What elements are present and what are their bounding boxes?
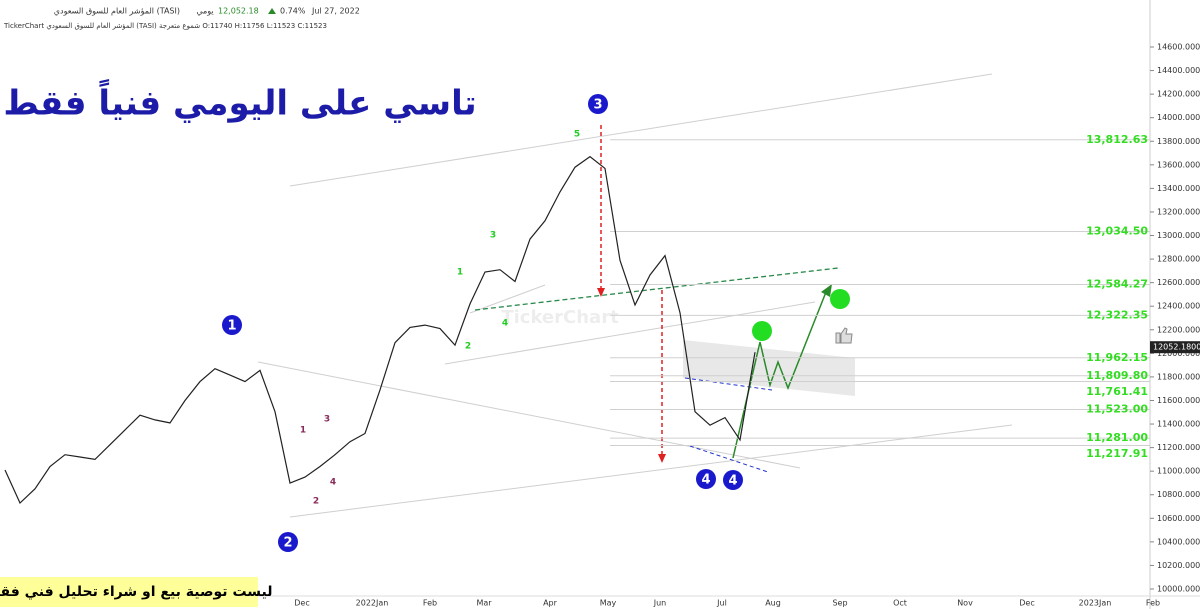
level-label: 12,584.27 xyxy=(1086,278,1148,291)
period: يومي xyxy=(196,7,213,16)
x-tick-label: 2023Jan xyxy=(1079,599,1112,608)
y-tick-label: 14000.0000 xyxy=(1157,113,1200,122)
y-tick-label: 12400.0000 xyxy=(1157,302,1200,311)
price: 12,052.18 xyxy=(218,7,259,16)
blue-dashed xyxy=(684,377,773,391)
x-tick-label: Feb xyxy=(1146,599,1160,608)
y-tick-label: 11400.0000 xyxy=(1157,420,1200,429)
disclaimer: ليست توصية بيع او شراء تحليل فني فقط xyxy=(0,584,272,600)
y-tick-label: 13600.0000 xyxy=(1157,160,1200,169)
wave-circle xyxy=(588,94,608,114)
wave-circle-label: 4 xyxy=(728,474,737,489)
red-arrowhead xyxy=(658,454,666,463)
ohlc-line: TickerChart المؤشر العام للسوق السعودي (… xyxy=(3,22,327,30)
wave-label: 2 xyxy=(465,342,471,352)
level-label: 13,034.50 xyxy=(1086,224,1148,237)
wave-circle-label: 4 xyxy=(701,473,710,488)
y-tick-label: 13000.0000 xyxy=(1157,231,1200,240)
change: 0.74% xyxy=(280,7,306,16)
level-label: 13,812.63 xyxy=(1086,133,1148,146)
x-tick-label: 2022Jan xyxy=(356,599,389,608)
target xyxy=(752,321,772,341)
neckline xyxy=(474,267,839,311)
projection xyxy=(732,291,827,459)
x-tick-label: Sep xyxy=(832,599,847,608)
y-tick-label: 14600.0000 xyxy=(1157,43,1200,52)
target xyxy=(830,289,850,309)
y-tick-label: 12000.0000 xyxy=(1157,349,1200,358)
x-tick-label: Nov xyxy=(957,599,973,608)
y-tick-label: 14200.0000 xyxy=(1157,90,1200,99)
wave-circle xyxy=(723,470,743,490)
y-tick-label: 13800.0000 xyxy=(1157,137,1200,146)
wave-circle-label: 2 xyxy=(283,536,292,551)
wave-label: 4 xyxy=(330,478,336,488)
x-tick-label: Mar xyxy=(476,599,492,608)
level-label: 11,281.00 xyxy=(1086,431,1148,444)
y-tick-label: 11600.0000 xyxy=(1157,396,1200,405)
wave-label: 2 xyxy=(313,497,319,507)
y-tick-label: 12800.0000 xyxy=(1157,255,1200,264)
y-tick-label: 10400.0000 xyxy=(1157,537,1200,546)
x-tick-label: Dec xyxy=(1019,599,1034,608)
y-tick-label: 12600.0000 xyxy=(1157,278,1200,287)
wave-circle-label: 3 xyxy=(593,98,602,113)
y-tick-label: 12200.0000 xyxy=(1157,325,1200,334)
price-line xyxy=(4,155,756,505)
level-label: 12,322.35 xyxy=(1086,308,1148,321)
y-tick-label: 10800.0000 xyxy=(1157,490,1200,499)
level-label: 11,809.80 xyxy=(1086,369,1148,382)
x-tick-label: Oct xyxy=(893,599,907,608)
level-label: 11,523.00 xyxy=(1086,403,1148,416)
level-label: 11,962.15 xyxy=(1086,351,1148,364)
x-tick-label: Dec xyxy=(294,599,309,608)
x-tick-label: Jun xyxy=(653,599,667,608)
thumbs-up xyxy=(835,327,853,344)
x-tick-label: Feb xyxy=(423,599,437,608)
channel xyxy=(683,340,855,396)
watermark: TickerChart xyxy=(501,307,619,328)
instrument-name: المؤشر العام للسوق السعودي (TASI) xyxy=(54,7,180,16)
y-tick-label: 14400.0000 xyxy=(1157,66,1200,75)
y-tick-label: 10000.0000 xyxy=(1157,585,1200,594)
x-tick-label: May xyxy=(600,599,617,608)
x-tick-label: Aug xyxy=(765,599,781,608)
wave-circle xyxy=(278,532,298,552)
last-price-label: 12052.1800 xyxy=(1153,343,1200,352)
wave-label: 3 xyxy=(490,231,496,241)
chart-title: تاسي على اليومي فنياً فقط xyxy=(3,78,476,123)
y-tick-label: 11000.0000 xyxy=(1157,467,1200,476)
date: Jul 27, 2022 xyxy=(311,7,360,16)
y-tick-label: 13400.0000 xyxy=(1157,184,1200,193)
level-label: 11,217.91 xyxy=(1086,447,1148,460)
y-tick-label: 11800.0000 xyxy=(1157,372,1200,381)
x-tick-label: Apr xyxy=(543,599,558,608)
wave-label: 1 xyxy=(300,426,306,436)
wave-circle xyxy=(222,315,242,335)
disclaimer-box xyxy=(0,577,258,607)
y-tick-label: 10200.0000 xyxy=(1157,561,1200,570)
wave-label: 5 xyxy=(574,130,580,140)
x-tick-label: Jul xyxy=(716,599,727,608)
red-arrowhead xyxy=(597,288,605,297)
wave-circle-label: 1 xyxy=(227,319,236,334)
last-price-tag xyxy=(1150,341,1200,354)
y-tick-label: 13200.0000 xyxy=(1157,207,1200,216)
level-label: 11,761.41 xyxy=(1086,385,1148,398)
up-icon xyxy=(268,8,276,14)
wave-label: 1 xyxy=(457,268,463,278)
trend-lines xyxy=(257,73,1013,518)
y-tick-label: 10600.0000 xyxy=(1157,514,1200,523)
y-tick-label: 11200.0000 xyxy=(1157,443,1200,452)
wave-label: 4 xyxy=(502,319,508,329)
wave-label: 3 xyxy=(324,415,330,425)
wave-circle xyxy=(696,469,716,489)
projection-head xyxy=(821,284,832,297)
